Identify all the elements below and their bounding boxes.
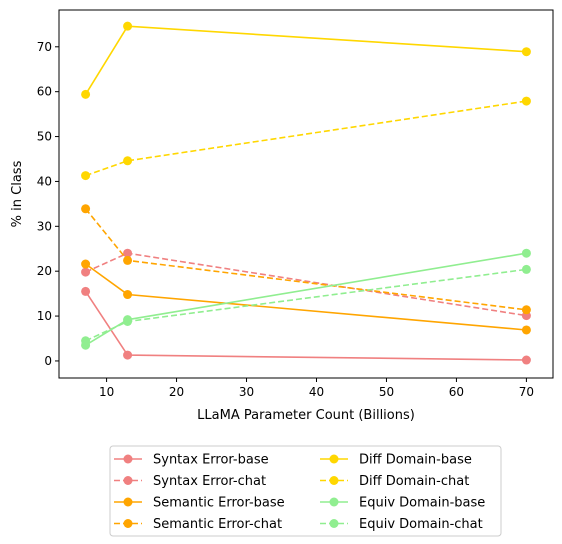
y-axis: 0 10 20 30 40 50 60 70 xyxy=(37,40,59,368)
x-tick-label: 40 xyxy=(309,385,324,399)
legend-marker xyxy=(329,476,339,485)
series-line xyxy=(85,252,527,317)
series-diff-domain-base xyxy=(81,21,531,99)
y-tick-label: 60 xyxy=(37,85,52,99)
legend-marker xyxy=(123,497,133,507)
legend-marker xyxy=(123,519,133,528)
data-point xyxy=(81,259,91,269)
legend-marker xyxy=(329,454,339,464)
series-equiv-domain-chat xyxy=(81,264,531,346)
data-point xyxy=(81,267,91,277)
legend-label: Syntax Error-base xyxy=(153,453,269,468)
y-tick-label: 50 xyxy=(37,130,52,144)
data-point xyxy=(81,336,91,346)
x-axis-label: LLaMA Parameter Count (Billions) xyxy=(197,408,415,423)
x-tick-label: 10 xyxy=(99,385,114,399)
series-line xyxy=(85,263,527,331)
plot-frame xyxy=(58,9,554,379)
y-tick-label: 40 xyxy=(37,174,52,188)
series-syntax-error-chat xyxy=(81,248,531,321)
data-point xyxy=(521,47,531,57)
series-line xyxy=(85,100,527,177)
data-point xyxy=(123,290,133,300)
series-diff-domain-chat xyxy=(81,96,531,181)
y-tick-label: 10 xyxy=(37,309,52,323)
data-point xyxy=(81,204,91,214)
legend-entry: Diff Domain-chat xyxy=(320,474,469,489)
x-tick-label: 20 xyxy=(169,385,184,399)
series-line xyxy=(84,208,527,311)
legend-entry: Syntax Error-base xyxy=(114,453,269,468)
data-point xyxy=(123,21,133,31)
data-point xyxy=(123,156,133,166)
data-point xyxy=(81,171,91,181)
data-point xyxy=(521,248,531,258)
legend-entry: Equiv Domain-base xyxy=(320,496,485,511)
legend-label: Diff Domain-chat xyxy=(359,474,469,489)
data-point xyxy=(81,286,91,296)
legend-marker xyxy=(329,519,339,528)
legend-items: Syntax Error-base Syntax Error-chat Semant… xyxy=(114,453,485,532)
legend-entry: Semantic Error-chat xyxy=(114,517,282,532)
y-tick-label: 30 xyxy=(37,219,52,233)
legend-entry: Semantic Error-base xyxy=(114,496,285,511)
legend-label: Syntax Error-chat xyxy=(153,474,266,489)
series-syntax-error-base xyxy=(81,286,531,365)
legend: Syntax Error-base Syntax Error-chat Semant… xyxy=(109,445,502,537)
y-axis-label: % in Class xyxy=(10,160,25,227)
data-point xyxy=(123,350,133,360)
y-tick-label: 20 xyxy=(37,264,52,278)
x-tick-label: 60 xyxy=(449,385,464,399)
data-point xyxy=(521,355,531,365)
data-point xyxy=(521,305,531,315)
legend-label: Equiv Domain-base xyxy=(359,496,485,511)
series-equiv-domain-base xyxy=(81,248,531,350)
x-tick-label: 50 xyxy=(379,385,394,399)
series-layer xyxy=(81,21,531,365)
series-line xyxy=(85,252,527,346)
legend-frame xyxy=(109,445,502,537)
y-tick-label: 70 xyxy=(37,40,52,54)
data-point xyxy=(123,255,133,265)
x-tick-label: 70 xyxy=(519,385,534,399)
legend-entry: Diff Domain-base xyxy=(320,453,472,468)
series-line xyxy=(84,25,527,95)
x-axis: 10 20 30 40 50 60 70 xyxy=(99,378,534,399)
legend-label: Semantic Error-base xyxy=(153,496,285,511)
x-tick-label: 30 xyxy=(239,385,254,399)
data-point xyxy=(81,89,91,99)
data-point xyxy=(521,96,531,106)
legend-entry: Syntax Error-chat xyxy=(114,474,266,489)
legend-marker xyxy=(123,454,133,464)
legend-label: Equiv Domain-chat xyxy=(359,517,483,532)
y-tick-label: 0 xyxy=(44,354,52,368)
legend-marker xyxy=(329,497,339,507)
legend-marker xyxy=(123,476,133,485)
data-point xyxy=(521,325,531,335)
data-point xyxy=(521,264,531,274)
legend-label: Semantic Error-chat xyxy=(153,517,282,532)
series-semantic-error-chat xyxy=(81,204,531,315)
legend-label: Diff Domain-base xyxy=(359,453,472,468)
data-point xyxy=(123,248,133,258)
series-semantic-error-base xyxy=(81,259,531,335)
legend-entry: Equiv Domain-chat xyxy=(320,517,483,532)
data-point xyxy=(123,316,133,326)
